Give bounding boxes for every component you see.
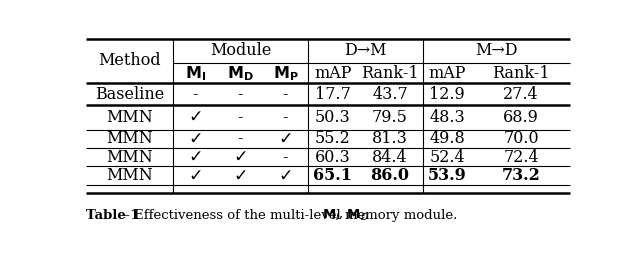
- Text: M→D: M→D: [475, 43, 517, 60]
- Text: Rank-1: Rank-1: [492, 65, 550, 82]
- Text: ✓: ✓: [188, 167, 203, 185]
- Text: -: -: [237, 109, 243, 126]
- Text: 43.7: 43.7: [372, 86, 408, 103]
- Text: $\mathbf{M}_\mathbf{I}$: $\mathbf{M}_\mathbf{I}$: [185, 64, 206, 83]
- Text: $\mathbf{M}_\mathbf{P}$: $\mathbf{M}_\mathbf{P}$: [273, 64, 298, 83]
- Text: 49.8: 49.8: [429, 130, 465, 147]
- Text: D→M: D→M: [344, 43, 387, 60]
- Text: -: -: [283, 109, 288, 126]
- Text: ✓: ✓: [278, 167, 292, 185]
- Text: MMN: MMN: [106, 149, 153, 166]
- Text: -: -: [237, 130, 243, 147]
- Text: 52.4: 52.4: [429, 149, 465, 166]
- Text: ✓: ✓: [188, 148, 203, 166]
- Text: ✓: ✓: [233, 148, 248, 166]
- Text: 27.4: 27.4: [503, 86, 539, 103]
- Text: ✓: ✓: [278, 130, 292, 148]
- Text: 81.3: 81.3: [372, 130, 408, 147]
- Text: ✓: ✓: [188, 108, 203, 126]
- Text: 84.4: 84.4: [372, 149, 408, 166]
- Text: 60.3: 60.3: [315, 149, 351, 166]
- Text: 53.9: 53.9: [428, 167, 467, 184]
- Text: 17.7: 17.7: [315, 86, 351, 103]
- Text: 65.1: 65.1: [313, 167, 352, 184]
- Text: 72.4: 72.4: [503, 149, 539, 166]
- Text: 86.0: 86.0: [371, 167, 410, 184]
- Text: MMN: MMN: [106, 130, 153, 147]
- Text: Baseline: Baseline: [95, 86, 164, 103]
- Text: mAP: mAP: [314, 65, 351, 82]
- Text: MMN: MMN: [106, 167, 153, 184]
- Text: -: -: [283, 149, 288, 166]
- Text: mAP: mAP: [429, 65, 466, 82]
- Text: $\mathbf{M}_I$, $\mathbf{M}_D$: $\mathbf{M}_I$, $\mathbf{M}_D$: [322, 208, 369, 223]
- Text: $\mathbf{M}_\mathbf{D}$: $\mathbf{M}_\mathbf{D}$: [227, 64, 254, 83]
- Text: 12.9: 12.9: [429, 86, 465, 103]
- Text: – Effectiveness of the multi-level memory module.: – Effectiveness of the multi-level memor…: [119, 209, 466, 222]
- Text: ✓: ✓: [188, 130, 203, 148]
- Text: 70.0: 70.0: [503, 130, 539, 147]
- Text: 68.9: 68.9: [503, 109, 539, 126]
- Text: ✓: ✓: [233, 167, 248, 185]
- Text: 50.3: 50.3: [315, 109, 351, 126]
- Text: 48.3: 48.3: [429, 109, 465, 126]
- Text: Table 1: Table 1: [86, 209, 140, 222]
- Text: Method: Method: [99, 52, 161, 69]
- Text: -: -: [193, 86, 198, 103]
- Text: 73.2: 73.2: [502, 167, 540, 184]
- Text: MMN: MMN: [106, 109, 153, 126]
- Text: Rank-1: Rank-1: [361, 65, 419, 82]
- Text: Module: Module: [210, 43, 271, 60]
- Text: 55.2: 55.2: [315, 130, 351, 147]
- Text: -: -: [283, 86, 288, 103]
- Text: -: -: [237, 86, 243, 103]
- Text: 79.5: 79.5: [372, 109, 408, 126]
